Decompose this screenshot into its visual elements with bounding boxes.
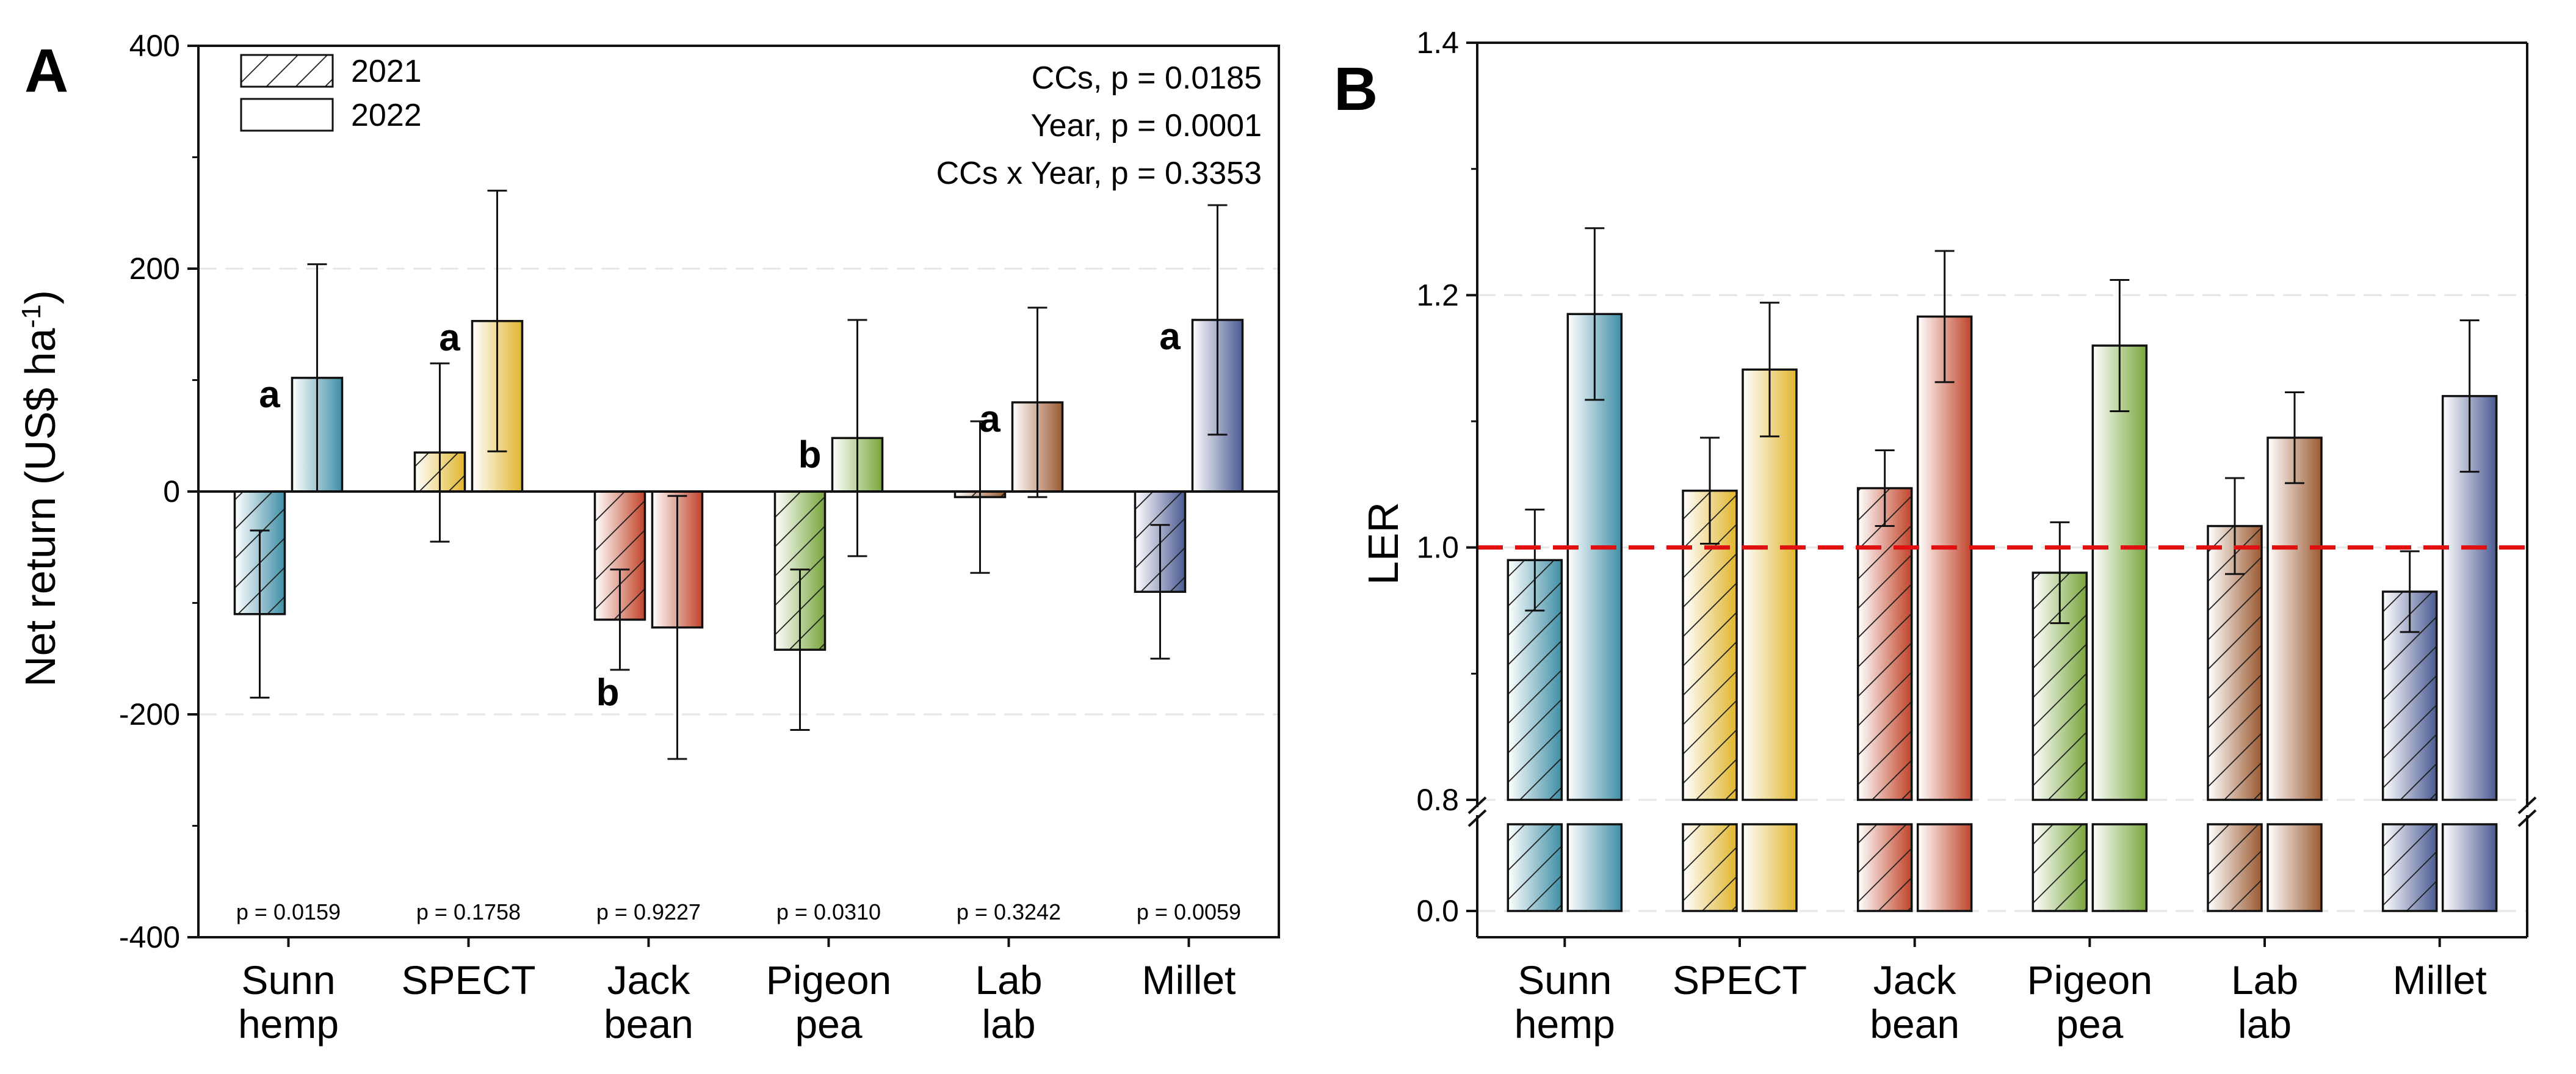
panel-b-category-labels: Sunn hemp SPECT Jack bean Pigeon pea Lab lab Mill… [1514,957,2487,1047]
p-value-label: p = 0.9227 [596,899,701,924]
y-tick-label: 200 [129,252,180,286]
panel-b-gridlines [1477,294,2527,912]
bar-stub-2021 [2207,823,2263,912]
bar-stub-2022 [2441,823,2498,912]
panel-b-y-tick-labels: 0.8 1.0 1.2 1.4 0.0 [1416,26,1459,928]
bar-stub-2022-fill [2442,824,2497,911]
y-tick-label: 1.4 [1416,26,1459,60]
bar-stub-2021-hatch [1683,824,1737,911]
axis-break-mark [2517,796,2537,815]
y-tick-label: 1.0 [1416,531,1459,565]
significance-letter: a [1159,316,1181,358]
panel-a-y-tick-labels: -400 -200 0 200 400 [119,29,180,954]
panel-a-category-label: Lab lab [975,957,1042,1047]
bar-stub-2021 [1856,823,1913,912]
panel-a-category-label: Pigeon pea [766,957,892,1047]
p-value-label: p = 0.1758 [416,899,521,924]
y-tick-label: 0 [163,474,180,509]
panel-a-p-values: p = 0.0159 p = 0.1758 p = 0.9227 p = 0.0310… [236,899,1241,924]
significance-letter: a [439,317,460,359]
bar-2021-hatch [1858,488,1912,800]
bar-stub-2021 [1507,823,1563,912]
bar-2022-fill [1743,369,1796,800]
panel-b-category-label: Pigeon pea [2027,957,2153,1047]
axis-break-mark [1467,809,1487,827]
legend-label-2021: 2021 [351,54,422,89]
panel-a-category-label: Jack bean [604,957,693,1047]
bar-stub-2022-fill [2268,824,2321,911]
y-tick-label: 1.2 [1416,278,1459,312]
legend-label-2022: 2022 [351,98,422,133]
panel-b-category-label: Jack bean [1870,957,1959,1047]
bar-stub-2022-fill [2093,824,2147,911]
panel-a-bars [233,319,1244,651]
bar-stub-2022 [1742,823,1798,912]
bar-2022-fill [2093,346,2147,800]
p-value-label: p = 0.0310 [776,899,881,924]
p-value-label: p = 0.0059 [1137,899,1241,924]
panel-b-axes [1466,42,2537,947]
bar-stub-2022 [2091,823,2148,912]
panel-a-error-bars [250,189,1228,760]
panel-b-category-label: Sunn hemp [1514,957,1615,1047]
bar-stub-2021-hatch [2382,824,2437,911]
panel-b-bars [1507,313,2498,912]
significance-letter: b [596,672,620,714]
panel-a-legend: 2021 2022 [240,54,422,133]
y-tick-label: -400 [119,920,180,954]
y-tick-label: -200 [119,697,180,731]
panel-a-label: A [24,37,68,105]
bar-stub-2022 [1916,823,1973,912]
y-tick-label-broken: 0.0 [1416,894,1459,928]
anova-stat: CCs x Year, p = 0.3353 [936,156,1262,191]
panel-b: B LER 0.8 1.0 1.2 1.4 0.0 Sunn hemp SPECT Jack b… [1334,26,2537,1047]
bar-stub-2021-hatch [1508,824,1562,911]
axis-break-mark [2517,809,2537,827]
y-tick-label: 400 [129,29,180,63]
bar-stub-2021 [2031,823,2088,912]
panel-a-y-axis-title: Net return (US$ ha-1) [16,290,65,687]
panel-b-category-label: SPECT [1673,957,1807,1003]
bar-stub-2022 [2267,823,2323,912]
bar-stub-2021-hatch [2033,824,2087,911]
bar-stub-2021-hatch [2208,824,2262,911]
panel-a-category-label: Millet [1141,957,1236,1003]
bar-stub-2022 [1566,823,1623,912]
bar-2022-fill [1917,316,1972,800]
legend-swatch-2021 [240,54,334,88]
panel-a-category-label: Sunn hemp [238,957,339,1047]
y-tick-label: 0.8 [1416,783,1459,817]
p-value-label: p = 0.0159 [236,899,341,924]
bar-stub-2022-fill [1917,824,1972,911]
panel-a-category-labels: Sunn hemp SPECT Jack bean Pigeon pea Lab lab Mill… [238,957,1236,1047]
significance-letter: a [979,398,1000,440]
bar-stub-2021 [1682,823,1738,912]
panel-a-anova-stats: CCs, p = 0.0185 Year, p = 0.0001 CCs x Yea… [936,60,1262,191]
p-value-label: p = 0.3242 [957,899,1061,924]
bar-stub-2021-hatch [1858,824,1912,911]
panel-a: A Net return (US$ ha-1) -400-2000200400 … [16,29,1280,1047]
significance-letter: b [798,434,822,476]
bar-2022-fill [2268,437,2321,800]
panel-b-error-bars [1525,227,2480,633]
axis-break-mark [1467,796,1487,815]
panel-b-y-axis-title: LER [1359,502,1407,585]
panel-b-category-label: Millet [2393,957,2487,1003]
bar-stub-2022-fill [1568,824,1622,911]
significance-letter: a [259,374,280,416]
anova-stat: Year, p = 0.0001 [1031,108,1262,143]
bar-stub-2021 [2381,823,2438,912]
panel-a-axes [187,45,1280,947]
panel-a-significance-letters: a a b b a a [259,316,1181,714]
panel-b-category-label: Lab lab [2231,957,2298,1047]
panel-b-label: B [1334,55,1378,123]
legend-swatch-2022 [240,98,334,132]
anova-stat: CCs, p = 0.0185 [1032,60,1262,96]
bar-stub-2022-fill [1743,824,1796,911]
panel-a-category-label: SPECT [401,957,535,1003]
